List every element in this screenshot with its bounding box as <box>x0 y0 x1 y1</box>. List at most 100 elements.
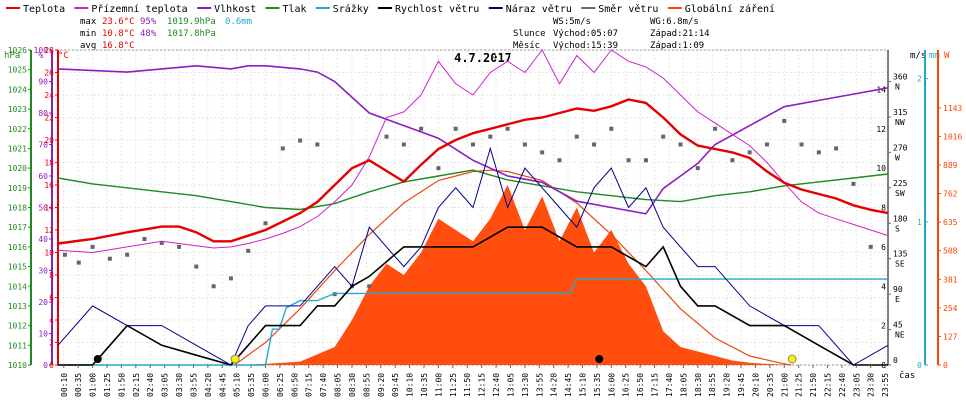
x-tick-label: 16:00 <box>607 373 616 397</box>
dir-compass-label: W <box>895 153 900 162</box>
dir-compass-label: NW <box>895 118 905 127</box>
legend-item-label: Rychlost větru <box>395 3 479 15</box>
dir-tick-label: 180 <box>893 214 908 223</box>
x-tick-label: 12:40 <box>492 373 501 397</box>
x-tick-label: 08:30 <box>348 373 357 397</box>
hum-axis-tick-label: 30 <box>38 267 48 276</box>
x-tick-label: 10:35 <box>420 373 429 397</box>
pressure-line <box>57 169 889 211</box>
wind-direction-point <box>678 142 683 147</box>
x-tick-label: 14:45 <box>564 373 573 397</box>
x-tick-label: 07:40 <box>319 373 328 397</box>
press-axis-tick-label: 1018 <box>8 204 27 213</box>
dir-compass-label: SE <box>895 260 905 269</box>
x-tick-label: 05:10 <box>233 373 242 397</box>
temp-axis-tick-label: 18 <box>44 159 54 168</box>
press-axis-tick-label: 1012 <box>8 322 27 331</box>
wind-direction-point <box>315 142 320 147</box>
axis-hum-unit: % <box>38 51 44 61</box>
wind-direction-point <box>125 252 130 257</box>
info-wg: WG:6.8m/s <box>650 17 699 27</box>
x-tick-label: 00:35 <box>74 373 83 397</box>
press-axis-tick-label: 1024 <box>8 85 27 94</box>
x-tick-label: 10:10 <box>406 373 415 397</box>
wind-tick-label: 14 <box>876 85 886 94</box>
hum-axis-tick-label: 0 <box>43 361 48 370</box>
temp-axis-tick-label: 16 <box>44 181 54 190</box>
wind-direction-point <box>76 260 81 265</box>
stats-min-label: min <box>80 29 96 39</box>
x-tick-label: 03:30 <box>175 373 184 397</box>
x-tick-label: 16:50 <box>636 373 645 397</box>
temp-axis-tick-label: 4 <box>49 316 54 325</box>
hum-axis-tick-label: 80 <box>38 109 48 118</box>
x-tick-label: 23:30 <box>867 373 876 397</box>
stats-max-temp: 23.6°C <box>102 17 135 27</box>
x-tick-label: 07:15 <box>305 373 314 397</box>
wind-direction-point <box>851 181 856 186</box>
wind-direction-point <box>816 150 821 155</box>
hum-axis-tick-label: 100 <box>34 46 49 55</box>
wind-tick-label: 2 <box>881 322 886 331</box>
wind-direction-point <box>384 134 389 139</box>
axes: 1010101110121013101410151016101710181019… <box>8 46 963 370</box>
dir-tick-label: 225 <box>893 179 908 188</box>
wind-direction-point <box>280 146 285 151</box>
rad-tick-label: 889 <box>943 161 958 170</box>
x-tick-label: 20:35 <box>766 373 775 397</box>
x-tick-label: 18:30 <box>694 373 703 397</box>
wind-direction-point <box>401 142 406 147</box>
dir-compass-label: E <box>895 295 900 304</box>
stats-max-label: max <box>80 17 97 27</box>
wind-gust-line <box>57 146 889 366</box>
wind-direction-point <box>730 158 735 163</box>
hum-axis-tick-label: 10 <box>38 330 48 339</box>
x-tick-label: 09:20 <box>377 373 386 397</box>
stats-max-rain: 0.6mm <box>225 17 252 27</box>
clear-sky-radiation-line <box>234 169 792 366</box>
x-tick-label: 11:00 <box>434 373 443 397</box>
wind-direction-point <box>263 221 268 226</box>
sunrise: Východ:05:07 <box>553 29 618 39</box>
legend-item-label: Srážky <box>333 3 369 15</box>
sun-label: Slunce <box>513 29 546 39</box>
rad-tick-label: 508 <box>943 247 958 256</box>
x-tick-label: 17:40 <box>665 373 674 397</box>
humidity-line <box>57 64 889 215</box>
sunrise-icon <box>230 354 240 364</box>
x-tick-label: 23:05 <box>852 373 861 397</box>
temp-axis-tick-label: 12 <box>44 226 54 235</box>
x-tick-label: 04:45 <box>218 373 227 397</box>
x-tick-label: 18:05 <box>679 373 688 397</box>
temperature-line <box>57 98 889 245</box>
x-tick-label: 13:05 <box>506 373 515 397</box>
sunset: Západ:21:14 <box>650 29 710 39</box>
temp-axis-tick-label: 8 <box>49 271 54 280</box>
ground-temp-line <box>57 49 889 254</box>
temp-axis-tick-label: 20 <box>44 136 54 145</box>
wind-tick-label: 4 <box>881 282 886 291</box>
wind-direction-point <box>419 126 424 131</box>
axis-rad-unit: W <box>944 51 950 61</box>
wind-direction-point <box>540 150 545 155</box>
rain-line <box>58 278 888 366</box>
x-tick-label: 12:15 <box>478 373 487 397</box>
rad-tick-label: 254 <box>943 304 958 313</box>
dir-tick-label: 90 <box>893 285 903 294</box>
x-axis-ticks: 00:10 00:35 01:00 01:25 01:50 02:15 02:40 03:05… <box>60 365 890 397</box>
moonset-icon <box>93 355 102 363</box>
wind-direction-point <box>799 142 804 147</box>
wind-direction-point <box>522 142 527 147</box>
stats-avg-label: avg <box>80 41 96 51</box>
wind-direction-point <box>868 244 873 249</box>
temp-axis-tick-label: 6 <box>49 294 54 303</box>
wind-direction-point <box>747 150 752 155</box>
x-tick-label: 18:55 <box>708 373 717 397</box>
wind-direction-point <box>713 126 718 131</box>
wind-direction-point <box>211 284 216 289</box>
wind-direction-point <box>471 142 475 147</box>
wind-direction-point <box>609 126 614 131</box>
press-axis-tick-label: 1014 <box>8 282 27 291</box>
temp-axis-tick-label: 2 <box>49 339 54 348</box>
wind-direction-point <box>194 264 199 269</box>
